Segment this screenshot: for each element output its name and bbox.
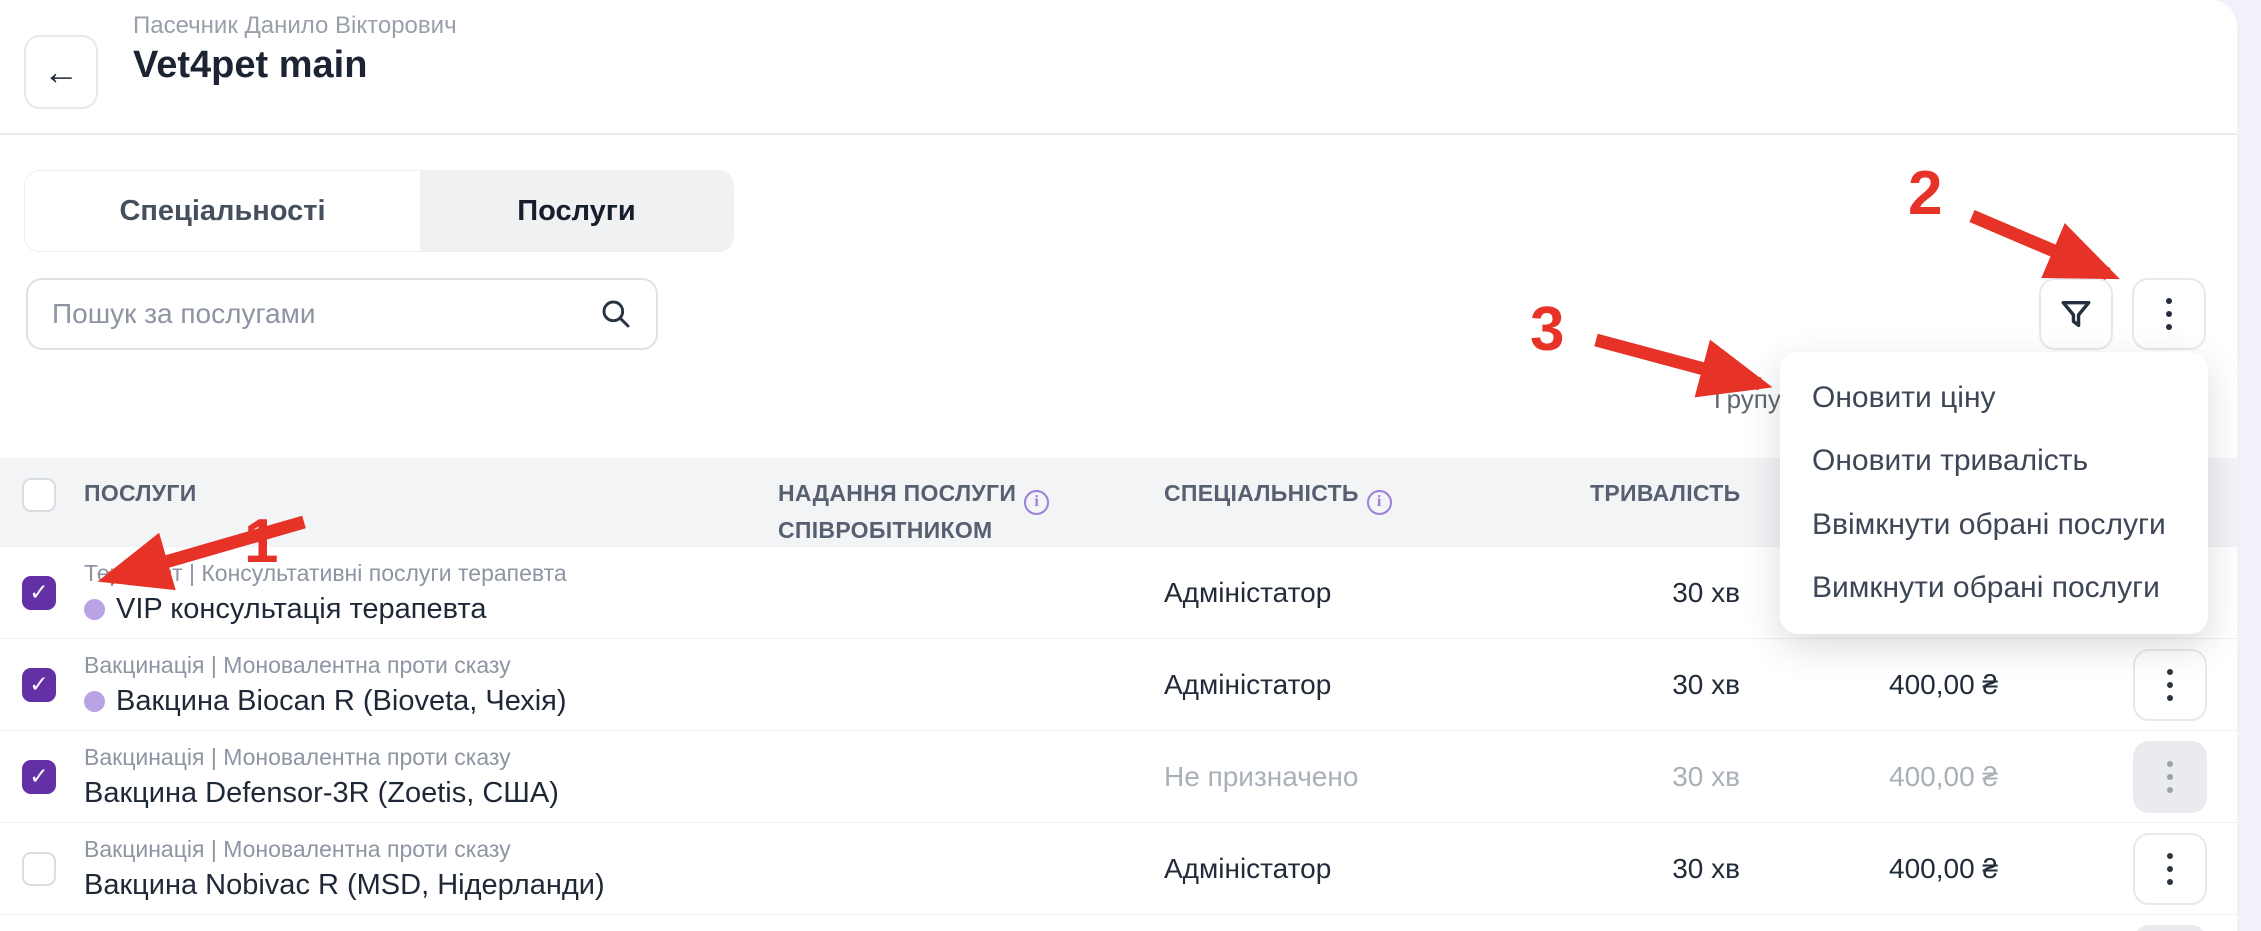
duration-value: 30 хв	[1672, 760, 1740, 792]
table-row: Вакцинація | Моновалентна проти сказу Ва…	[0, 822, 2237, 914]
filter-button[interactable]	[2039, 278, 2113, 350]
back-button[interactable]: ←	[24, 35, 98, 109]
row-actions-button[interactable]	[2133, 740, 2207, 813]
service-category: Терапевт | Консультативні послуги терапе…	[84, 559, 567, 586]
tab-specialties[interactable]: Спеціальності	[25, 171, 420, 251]
col-specialty: СПЕЦІАЛЬНІСТЬ	[1164, 478, 1590, 515]
kebab-icon	[2167, 668, 2173, 701]
services-table: ПОСЛУГИ НАДАННЯ ПОСЛУГИ СПІВРОБІТНИКОМ С…	[0, 458, 2237, 931]
tab-bar: Спеціальності Послуги	[24, 170, 734, 252]
kebab-icon	[2166, 298, 2172, 330]
more-actions-button[interactable]	[2132, 278, 2206, 350]
service-name: Вакцина Biocan R (Bioveta, Чехія)	[116, 684, 567, 717]
specialty-value: Адміністатор	[1164, 576, 1332, 608]
specialty-value: Адміністатор	[1164, 852, 1332, 884]
menu-item-update-price[interactable]: Оновити ціну	[1812, 380, 1996, 414]
employee-name: Пасечник Данило Вікторович	[133, 12, 457, 39]
service-name: Вакцина Nobivac R (MSD, Нідерланди)	[84, 868, 605, 901]
table-row: Вакцинація | Моновалентна проти сказу	[0, 914, 2237, 931]
menu-item-disable-selected[interactable]: Вимкнути обрані послуги	[1812, 571, 2160, 605]
row-actions-button[interactable]	[2133, 832, 2207, 905]
kebab-icon	[2167, 760, 2173, 793]
service-name: Вакцина Defensor-3R (Zoetis, США)	[84, 776, 559, 809]
duration-value: 30 хв	[1672, 668, 1740, 700]
menu-item-update-duration[interactable]: Оновити тривалість	[1812, 444, 2089, 478]
service-name: VIP консультація терапевта	[116, 592, 487, 625]
price-value: 400,00 ₴	[1889, 760, 1998, 792]
table-row: Вакцинація | Моновалентна проти сказу Ва…	[0, 730, 2237, 822]
search-box	[26, 278, 658, 350]
kebab-icon	[2167, 852, 2173, 885]
service-dot-icon	[84, 598, 105, 620]
service-category: Вакцинація | Моновалентна проти сказу	[84, 651, 511, 678]
col-services: ПОСЛУГИ	[84, 480, 197, 506]
table-row: Вакцинація | Моновалентна проти сказу Ва…	[0, 638, 2237, 730]
tab-services[interactable]: Послуги	[420, 171, 733, 251]
search-icon	[602, 300, 630, 328]
search-input[interactable]	[52, 298, 600, 330]
group-by-label[interactable]: Групу	[1714, 384, 1781, 414]
duration-value: 30 хв	[1672, 852, 1740, 884]
page-title: Vet4pet main	[133, 44, 368, 86]
row-checkbox[interactable]	[22, 851, 56, 886]
info-icon[interactable]	[1366, 489, 1392, 515]
row-checkbox[interactable]	[22, 759, 56, 794]
filter-funnel-icon	[2061, 300, 2091, 328]
actions-dropdown-menu: Оновити ціну Оновити тривалість Ввімкнут…	[1780, 352, 2208, 634]
price-value: 400,00 ₴	[1889, 852, 1998, 884]
specialty-value: Не призначено	[1164, 760, 1359, 792]
service-category: Вакцинація | Моновалентна проти сказу	[84, 743, 511, 770]
menu-item-enable-selected[interactable]: Ввімкнути обрані послуги	[1812, 507, 2166, 541]
back-arrow-icon: ←	[43, 51, 79, 92]
select-all-checkbox[interactable]	[22, 478, 56, 512]
row-checkbox[interactable]	[22, 667, 56, 702]
col-provision: НАДАННЯ ПОСЛУГИ СПІВРОБІТНИКОМ	[778, 478, 1164, 545]
row-actions-button[interactable]	[2133, 648, 2207, 721]
service-dot-icon	[84, 690, 105, 712]
service-category: Вакцинація | Моновалентна проти сказу	[84, 835, 511, 862]
header-divider	[0, 133, 2237, 135]
row-checkbox[interactable]	[22, 575, 56, 610]
info-icon[interactable]	[1024, 489, 1050, 515]
price-value: 400,00 ₴	[1889, 668, 1998, 700]
duration-value: 30 хв	[1672, 576, 1740, 608]
col-duration: ТРИВАЛІСТЬ	[1590, 480, 1741, 506]
specialty-value: Адміністатор	[1164, 668, 1332, 700]
row-actions-button[interactable]	[2133, 924, 2207, 931]
